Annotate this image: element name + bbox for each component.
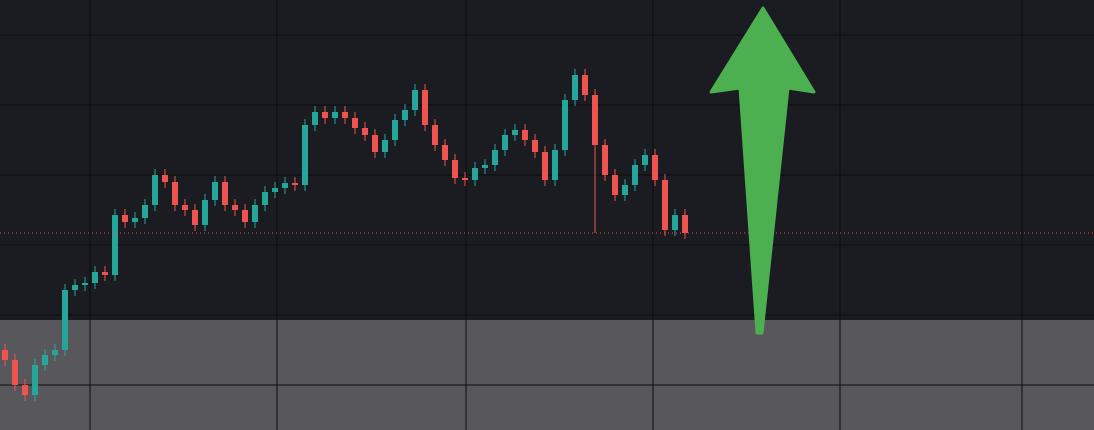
candle-body <box>12 360 18 385</box>
candle-body <box>602 145 608 175</box>
candle-body <box>172 182 178 205</box>
candle-body <box>412 90 418 110</box>
candle-body <box>222 182 228 205</box>
candle-body <box>162 175 168 182</box>
candle-body <box>522 130 528 140</box>
candle-body <box>582 75 588 95</box>
candle-body <box>442 145 448 160</box>
candle-body <box>392 120 398 140</box>
candle-body <box>612 175 618 195</box>
candle-body <box>122 215 128 222</box>
candle-body <box>272 188 278 192</box>
candle-body <box>192 210 198 225</box>
candle-body <box>42 355 48 365</box>
candle-body <box>452 160 458 178</box>
arrow-up <box>709 6 816 335</box>
candle-body <box>132 218 138 222</box>
candle-body <box>542 152 548 180</box>
candle-body <box>322 112 328 118</box>
candle-body <box>62 290 68 350</box>
candle-body <box>502 135 508 150</box>
candle-body <box>312 112 318 125</box>
candle-body <box>532 140 538 152</box>
candle-body <box>52 350 58 355</box>
candle-body <box>182 205 188 210</box>
candle-body <box>432 125 438 145</box>
candle-body <box>82 283 88 285</box>
candle-body <box>252 205 258 222</box>
candle-body <box>632 165 638 185</box>
candle-body <box>142 205 148 218</box>
candle-body <box>662 180 668 230</box>
candle-body <box>562 100 568 150</box>
candle-body <box>112 215 118 275</box>
candle-body <box>102 272 108 275</box>
candle-body <box>472 168 478 180</box>
candle-body <box>622 185 628 195</box>
candles <box>0 69 1094 401</box>
candle-body <box>2 350 8 360</box>
candle-body <box>572 75 578 100</box>
candle-body <box>242 210 248 222</box>
candle-body <box>672 215 678 230</box>
candle-body <box>492 150 498 165</box>
candle-body <box>302 125 308 185</box>
candle-body <box>262 192 268 205</box>
candle-body <box>202 200 208 225</box>
candle-body <box>462 178 468 180</box>
shaded-zone <box>0 320 1094 430</box>
candle-body <box>232 205 238 210</box>
candle-body <box>592 95 598 145</box>
candle-body <box>72 285 78 290</box>
candle-body <box>552 150 558 180</box>
candle-body <box>352 118 358 128</box>
candle-body <box>482 165 488 168</box>
candle-body <box>402 110 408 120</box>
candle-body <box>372 135 378 152</box>
candle-body <box>362 128 368 135</box>
candle-body <box>382 140 388 152</box>
candle-body <box>32 365 38 395</box>
candle-body <box>22 385 28 395</box>
candle-body <box>642 155 648 165</box>
candle-body <box>652 155 658 180</box>
candle-body <box>292 183 298 185</box>
candle-body <box>342 112 348 118</box>
candle-body <box>682 215 688 233</box>
candle-body <box>422 90 428 125</box>
candle-body <box>332 112 338 118</box>
candle-body <box>512 130 518 135</box>
candle-body <box>282 183 288 188</box>
candle-body <box>92 272 98 283</box>
candle-body <box>212 182 218 200</box>
candle-body <box>152 175 158 205</box>
